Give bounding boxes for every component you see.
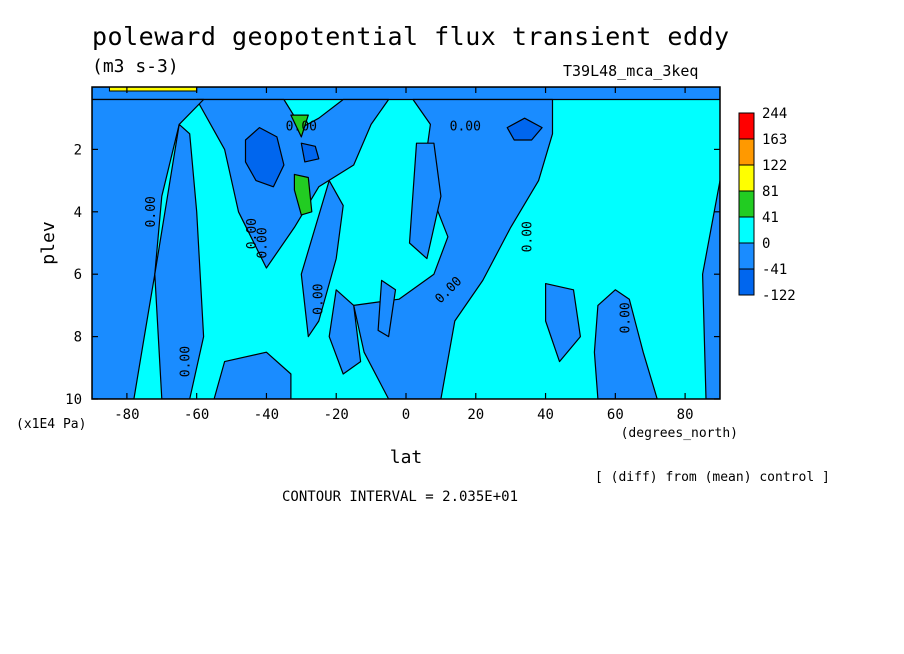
contour-label: 0.00 — [245, 218, 260, 249]
contour-interval: CONTOUR INTERVAL = 2.035E+01 — [282, 489, 519, 505]
colorbar-label: -41 — [762, 262, 787, 278]
contour-region-negative — [593, 289, 658, 399]
y-axis-unit: (x1E4 Pa) — [16, 417, 86, 432]
contour-label: 0.00 — [311, 284, 326, 315]
contour-label: 0.00 — [179, 346, 194, 377]
contour-region-strong_negative — [300, 142, 320, 163]
contour-label: 0.00 — [450, 120, 481, 135]
contour-region-negative — [328, 289, 362, 375]
x-tick-label: -20 — [324, 407, 349, 423]
colorbar-label: 244 — [762, 106, 787, 122]
colorbar-label: -122 — [762, 288, 796, 304]
chart-title: poleward geopotential flux transient edd… — [92, 22, 730, 51]
colorbar-label: 163 — [762, 132, 787, 148]
x-tick-label: -60 — [184, 407, 209, 423]
colorbar: 244 163 122 81 41 0 -41 -122 — [738, 106, 796, 304]
y-tick-label: 6 — [74, 267, 82, 283]
units-label: (m3 s-3) — [92, 56, 179, 77]
colorbar-label: 122 — [762, 158, 787, 174]
contour-label: 0.00 — [255, 227, 270, 258]
x-tick-label: 20 — [467, 407, 484, 423]
colorbar-swatch — [738, 268, 755, 296]
x-tick-label: 80 — [677, 407, 694, 423]
x-tick-label: -80 — [114, 407, 139, 423]
contour-region-negative — [154, 123, 205, 399]
contour-region-negative — [408, 142, 442, 260]
x-tick-label: 40 — [537, 407, 554, 423]
colorbar-swatch — [738, 138, 755, 166]
y-tick-label: 8 — [74, 330, 82, 346]
experiment-label: T39L48_mca_3keq — [563, 62, 699, 80]
colorbar-swatch — [738, 190, 755, 218]
axes: -80 -60 -40 -20 0 20 40 60 80 2 4 6 8 10 lat (degrees_n… — [16, 86, 738, 468]
x-tick-label: 60 — [607, 407, 624, 423]
contour-region-positive — [293, 173, 313, 216]
x-axis-unit: (degrees_north) — [621, 426, 738, 441]
y-tick-label: 2 — [74, 142, 82, 158]
contour-region-negative — [213, 351, 292, 399]
x-tick-label: 0 — [402, 407, 410, 423]
colorbar-swatch — [738, 216, 755, 244]
y-tick-label: 4 — [74, 205, 82, 221]
diff-note: [ (diff) from (mean) control ] — [595, 470, 830, 485]
colorbar-swatch — [738, 242, 755, 270]
contour-region-positive — [290, 114, 309, 138]
contour-region-strong_negative — [244, 126, 285, 188]
contour-region-negative — [544, 283, 582, 363]
colorbar-label: 0 — [762, 236, 770, 252]
colorbar-swatch — [738, 164, 755, 192]
contour-region-negative — [353, 98, 554, 399]
contour-label: 0.00 — [144, 196, 159, 227]
contour-region-negative — [377, 279, 397, 338]
x-tick-label: -40 — [254, 407, 279, 423]
colorbar-label: 81 — [762, 184, 779, 200]
y-tick-label: 10 — [65, 392, 82, 408]
plot-area: 0.000.000.00 0.000.000.000.000.000.000.00 — [92, 87, 720, 399]
contour-label: 0.00 — [618, 302, 633, 333]
field-regions — [92, 87, 720, 399]
colorbar-swatch — [738, 112, 755, 140]
contour-region-negative — [300, 180, 344, 338]
y-axis-label: plev — [38, 221, 59, 264]
contour-region-negative — [92, 87, 720, 101]
colorbar-label: 41 — [762, 210, 779, 226]
contour-region-strong_negative — [506, 117, 543, 141]
contour-label: 0.00 — [521, 221, 536, 252]
contour-label: 0.00 — [286, 120, 317, 135]
x-axis-label: lat — [390, 447, 423, 468]
